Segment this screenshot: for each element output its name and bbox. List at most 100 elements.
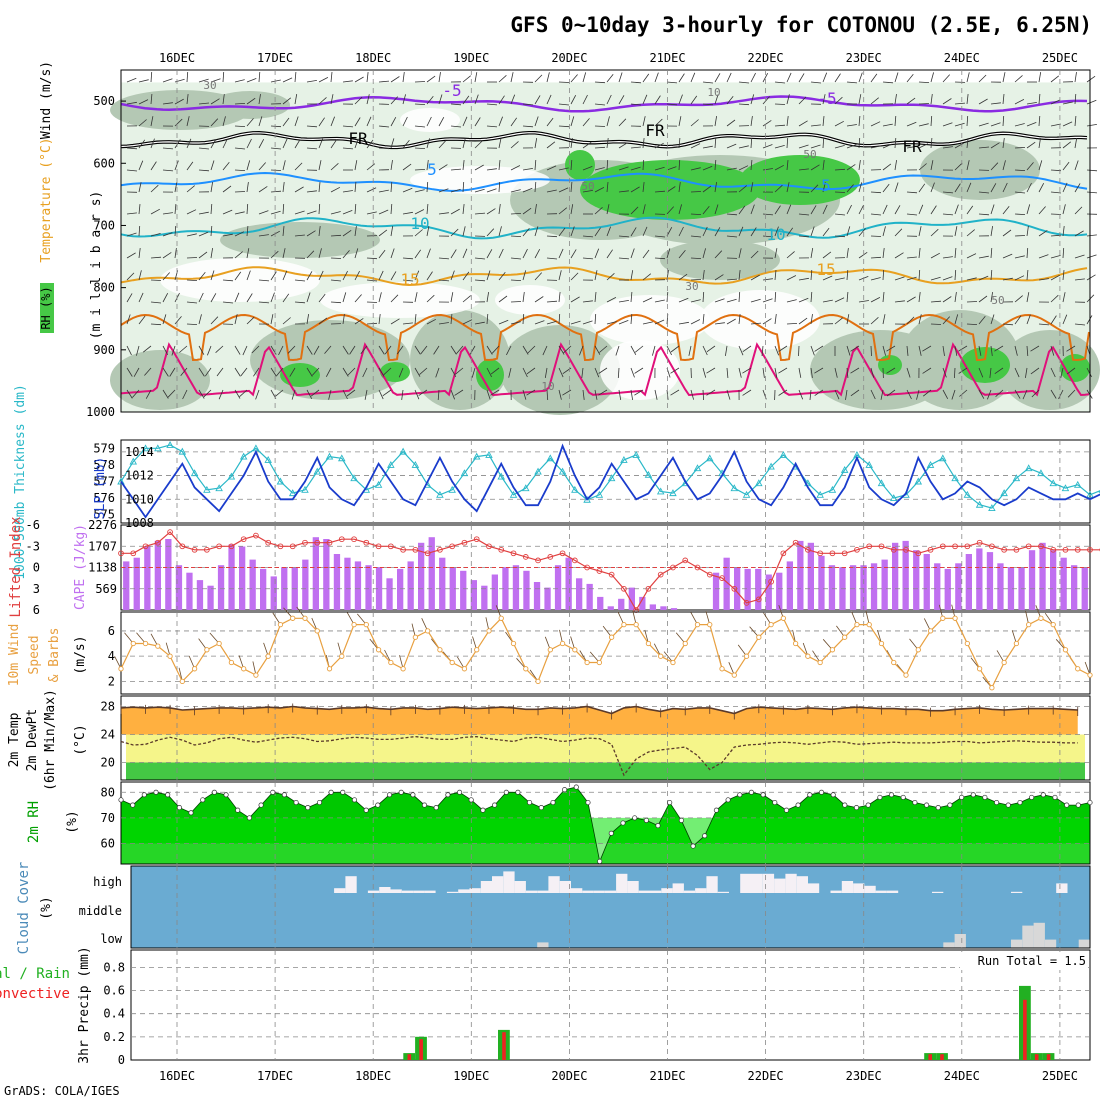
contour-label: 5 <box>821 176 831 195</box>
cloud-high-bar <box>458 889 469 893</box>
wind-speed-point <box>278 622 282 626</box>
cloud-high-bar <box>661 888 672 893</box>
cloud-high-bar <box>605 891 616 893</box>
cape-tick-label: 1707 <box>88 539 117 553</box>
rh-shading-high <box>740 155 860 205</box>
wind-barb <box>871 74 877 82</box>
wind-speed-point <box>1039 616 1043 620</box>
cloud-high-bar <box>706 876 717 893</box>
cloud-high-bar <box>526 891 537 893</box>
rh2m-point <box>119 798 123 802</box>
temp-band-below20 <box>126 761 1085 781</box>
upper-y-tick-label: 500 <box>93 94 115 108</box>
wind-speed-point <box>205 648 209 652</box>
wind-speed-point <box>658 654 662 658</box>
wind-barb <box>175 79 185 82</box>
cloud-high-bar <box>695 888 706 893</box>
cloud-high-bar <box>571 888 582 893</box>
wind-speed-point <box>573 648 577 652</box>
cape-bar <box>955 563 961 610</box>
wind-speed-point <box>156 644 160 648</box>
rh2m-point <box>527 800 531 804</box>
cloud-high-bar <box>594 891 605 893</box>
cape-bar <box>808 543 814 610</box>
wind-speed-point <box>229 660 233 664</box>
cape-bar <box>787 561 793 610</box>
precip-tick-label: 0.8 <box>103 960 125 974</box>
upper-y-tick-label: 900 <box>93 343 115 357</box>
wind-speed-point <box>352 622 356 626</box>
cape-bar <box>323 539 329 610</box>
wind-speed-point <box>487 629 491 633</box>
temp-tick-label: 28 <box>101 700 115 714</box>
cape-bar <box>997 563 1003 610</box>
wind-speed-point <box>1076 667 1080 671</box>
rh-clear-patch <box>495 285 565 315</box>
rh2m-point <box>212 790 216 794</box>
rh2m-point <box>644 818 648 822</box>
cloud-ylabel-units: (%) <box>39 896 54 919</box>
rh2m-point <box>376 803 380 807</box>
rh2m-point <box>504 790 508 794</box>
wind-barb <box>979 75 986 82</box>
cape-bar <box>829 565 835 610</box>
cloud-high-bar <box>548 876 559 893</box>
cloud-high-bar <box>515 881 526 893</box>
rh2m-point <box>913 800 917 804</box>
rh2m-point <box>154 790 158 794</box>
top-x-tick-label: 24DEC <box>944 51 980 65</box>
wind-barb <box>751 73 756 82</box>
cape-bar <box>513 565 519 610</box>
chart-title: GFS 0~10day 3-hourly for COTONOU (2.5E, … <box>510 13 1092 37</box>
wind-ylabel-line: & Barbs <box>47 628 62 683</box>
cape-tick-label: 569 <box>95 582 117 596</box>
top-x-tick-label: 20DEC <box>551 51 587 65</box>
bottom-x-tick-label: 18DEC <box>355 1069 391 1083</box>
rh2m-point <box>901 795 905 799</box>
rh2m-point <box>457 790 461 794</box>
upper-ylabel-temp: Temperature (°C) <box>39 137 54 262</box>
wind-speed-point <box>401 667 405 671</box>
cloud-high-bar <box>424 891 435 893</box>
cloud-high-bar <box>718 892 729 893</box>
contour-label: 5 <box>427 160 437 179</box>
wind-speed-point <box>1014 641 1018 645</box>
wind-speed-point <box>597 660 601 664</box>
rh2m-point <box>738 793 742 797</box>
cloud-high-bar <box>831 891 842 893</box>
cape-bar <box>123 561 129 610</box>
wind-barb <box>127 78 136 82</box>
bottom-x-tick-label: 22DEC <box>748 1069 784 1083</box>
temp-ylabel-units: (°C) <box>73 724 88 755</box>
wind-speed-point <box>928 629 932 633</box>
wind-speed-point <box>622 622 626 626</box>
wind-speed-point <box>879 641 883 645</box>
wind-speed-point <box>892 660 896 664</box>
cape-bar <box>818 556 824 610</box>
top-x-tick-label: 25DEC <box>1042 51 1078 65</box>
bottom-x-tick-label: 19DEC <box>453 1069 489 1083</box>
wind-speed-point <box>990 686 994 690</box>
precip-convective-bar <box>419 1039 423 1060</box>
lifted-index-tick-label: 0 <box>33 561 40 575</box>
slp-tick-label: 1012 <box>125 469 154 483</box>
precip-tick-label: 0 <box>118 1053 125 1067</box>
wind-barb <box>151 72 152 82</box>
precip-convective-bar <box>1035 1054 1039 1060</box>
wind-barb <box>235 192 245 193</box>
wind-speed-point <box>462 667 466 671</box>
wind-barb <box>691 192 701 193</box>
cloud-tick-label: middle <box>79 904 122 918</box>
lifted-index-line <box>121 532 1100 610</box>
wind-speed-point <box>180 679 184 683</box>
cloud-high-bar <box>763 874 774 893</box>
wind-barb <box>475 72 477 82</box>
temp-ylabel-line: (6hr Min/Max) <box>43 689 58 791</box>
wind-barb <box>223 72 224 82</box>
wind-barb <box>367 302 377 303</box>
cloud-high-bar <box>413 891 424 893</box>
wind-barb <box>331 258 341 259</box>
wind-barb <box>535 75 542 82</box>
cloud-low-bar <box>955 934 966 948</box>
rh2m-point <box>971 793 975 797</box>
